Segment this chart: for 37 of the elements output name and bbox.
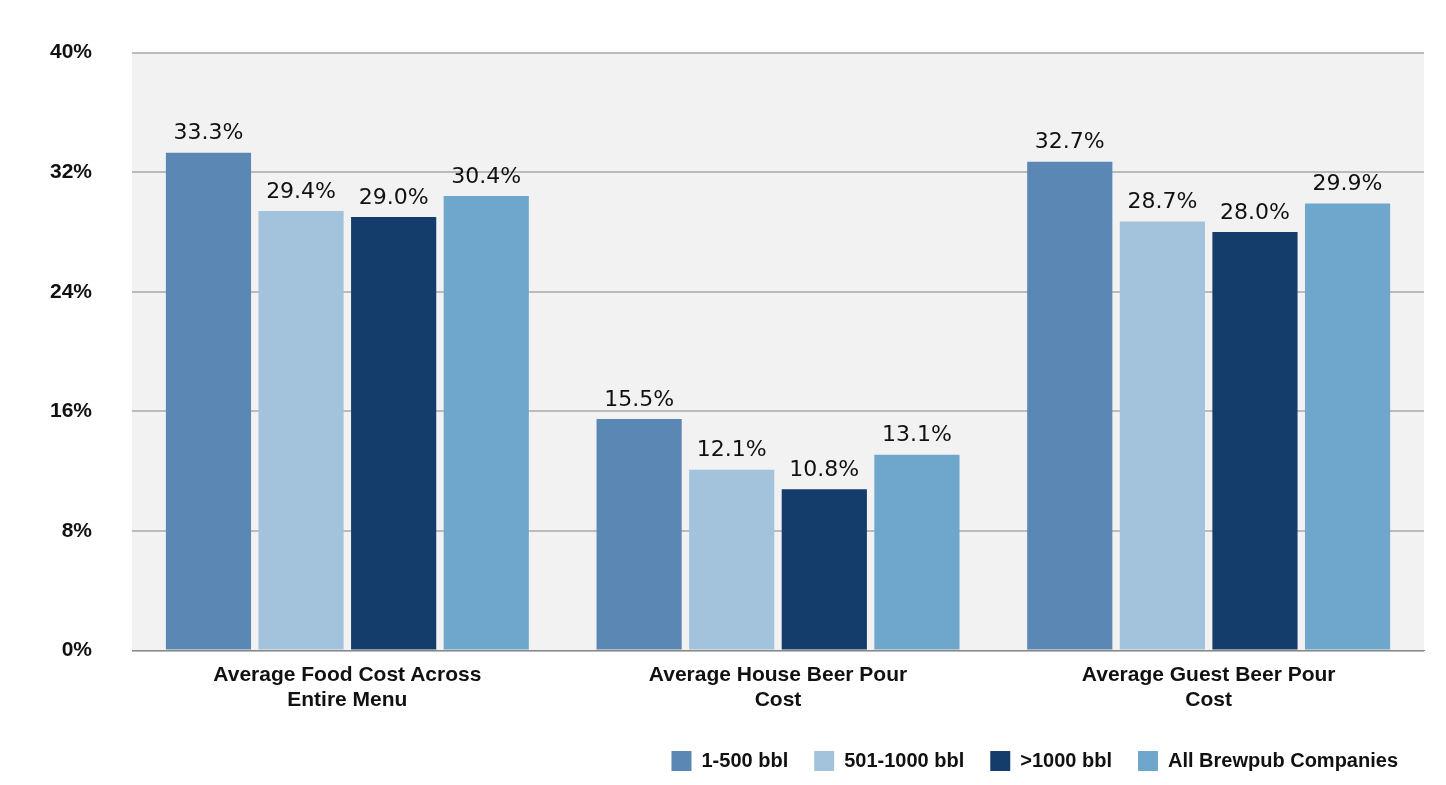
data-label: 10.8% xyxy=(789,455,860,481)
data-label: 28.7% xyxy=(1127,188,1198,214)
y-tick-label: 24% xyxy=(50,278,93,302)
data-label: 29.0% xyxy=(358,183,429,209)
bar xyxy=(258,211,344,650)
data-label: 12.1% xyxy=(696,436,767,462)
bar xyxy=(165,152,252,650)
bar xyxy=(1304,203,1391,650)
bar xyxy=(1119,221,1205,650)
bar xyxy=(781,489,867,650)
bar xyxy=(443,196,529,650)
x-tick-label: Average Guest Beer Pour Cost xyxy=(1081,662,1336,711)
data-label: 29.9% xyxy=(1312,170,1383,196)
data-label: 30.4% xyxy=(451,162,522,188)
bar xyxy=(351,217,437,650)
data-label: 15.5% xyxy=(604,385,675,411)
y-tick-label: 16% xyxy=(50,398,93,422)
legend-label: >1000 bbl xyxy=(1020,748,1112,771)
data-label: 28.0% xyxy=(1220,198,1290,224)
bar xyxy=(596,418,682,650)
data-label: 29.4% xyxy=(266,177,337,203)
legend-label: 1-500 bbl xyxy=(701,748,789,771)
bar xyxy=(1027,161,1113,650)
bar xyxy=(1212,232,1298,650)
data-label: 33.3% xyxy=(173,119,244,145)
x-tick-label: Average Food Cost Across Entire Menu xyxy=(213,662,482,711)
data-label: 13.1% xyxy=(881,421,952,447)
x-tick-label: Average House Beer Pour Cost xyxy=(648,662,908,711)
bar xyxy=(874,454,960,650)
bar xyxy=(689,469,775,650)
data-label: 32.7% xyxy=(1034,128,1105,154)
y-tick-label: 0% xyxy=(61,637,93,661)
legend-label: All Brewpub Companies xyxy=(1167,748,1398,771)
y-tick-label: 32% xyxy=(50,159,93,182)
y-tick-label: 40% xyxy=(50,39,93,63)
y-tick-label: 8% xyxy=(61,517,93,541)
legend-label: 501-1000 bbl xyxy=(844,748,965,771)
